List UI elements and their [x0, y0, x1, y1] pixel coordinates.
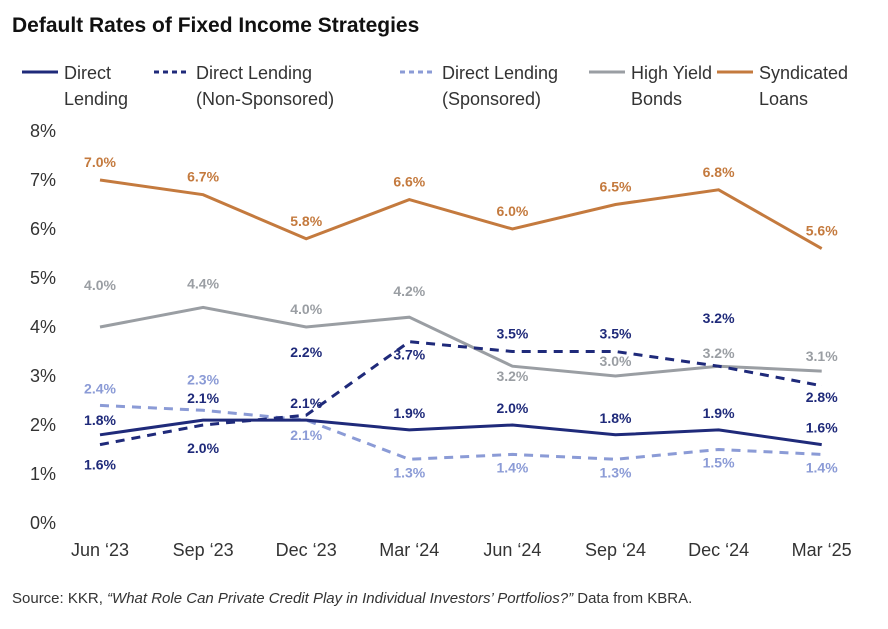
data-label: 3.2%: [496, 368, 528, 384]
x-tick-label: Jun ‘23: [71, 540, 129, 560]
data-label: 6.5%: [600, 179, 632, 195]
data-label: 4.4%: [187, 275, 219, 291]
x-tick-label: Mar ‘25: [792, 540, 852, 560]
data-label: 2.8%: [806, 389, 838, 405]
data-label: 6.7%: [187, 169, 219, 185]
data-label: 6.8%: [703, 164, 735, 180]
data-label: 1.8%: [84, 412, 116, 428]
legend-label-line2: (Non-Sponsored): [196, 89, 335, 109]
series-line: [99, 403, 822, 461]
data-label: 3.5%: [600, 326, 632, 342]
data-label: 1.8%: [600, 410, 632, 426]
legend-swatch: [589, 70, 625, 74]
y-tick-label: 2%: [30, 415, 56, 435]
data-label: 4.0%: [84, 277, 116, 293]
y-tick-label: 0%: [30, 513, 56, 533]
data-label: 7.0%: [84, 154, 116, 170]
source-suffix: Data from KBRA.: [573, 590, 693, 607]
series-line: [99, 340, 822, 447]
data-label: 5.6%: [806, 223, 838, 239]
legend: Direct Lending Direct Lending (Non-Sponsore…: [20, 60, 880, 110]
data-label: 3.0%: [600, 353, 632, 369]
data-label: 2.2%: [290, 344, 322, 360]
legend-label-line1: Direct Lending: [196, 63, 313, 83]
line-chart: 0% 1% 2% 3% 4% 5% 6% 7% 8% Jun ‘23 Sep ‘23 Dec ‘23 M…: [30, 121, 852, 560]
data-label: 3.2%: [703, 310, 735, 326]
legend-label-line2: Loans: [759, 89, 809, 109]
data-label: 2.1%: [290, 395, 322, 411]
data-label: 4.2%: [393, 283, 425, 299]
legend-label-line2: Bonds: [631, 89, 683, 109]
x-tick-label: Dec ‘23: [276, 540, 337, 560]
x-tick-label: Dec ‘24: [688, 540, 749, 560]
data-label: 3.1%: [806, 348, 838, 364]
y-tick-label: 8%: [30, 121, 56, 141]
series-line: [99, 178, 823, 250]
data-label: 2.0%: [187, 440, 219, 456]
x-tick-label: Sep ‘24: [585, 540, 646, 560]
legend-label-line1: Syndicated: [759, 63, 849, 83]
legend-swatch: [22, 70, 58, 74]
series-line: [99, 418, 822, 447]
data-label: 2.0%: [496, 400, 528, 416]
data-label: 1.3%: [600, 464, 632, 480]
data-label: 1.9%: [393, 405, 425, 421]
source-note: Source: KKR, “What Role Can Private Cred…: [12, 590, 692, 607]
data-label: 1.3%: [393, 464, 425, 480]
data-label: 1.4%: [496, 459, 528, 475]
data-label: 4.0%: [290, 301, 322, 317]
data-label: 2.4%: [84, 380, 116, 396]
legend-label-line1: Direct Lending: [442, 63, 559, 83]
data-label: 2.3%: [187, 371, 219, 387]
data-label: 5.8%: [290, 213, 322, 229]
source-title: “What Role Can Private Credit Play in In…: [107, 590, 574, 607]
source-prefix: Source: KKR,: [12, 590, 108, 607]
legend-swatch: [400, 70, 436, 74]
y-tick-label: 3%: [30, 366, 56, 386]
legend-swatch: [154, 70, 190, 74]
data-label: 1.6%: [84, 457, 116, 473]
data-label: 2.1%: [187, 390, 219, 406]
legend-label-line1: High Yield: [631, 63, 713, 83]
data-label: 6.6%: [393, 174, 425, 190]
data-label: 1.5%: [703, 455, 735, 471]
legend-label-line1: Direct: [64, 63, 112, 83]
y-tick-label: 4%: [30, 317, 56, 337]
y-tick-label: 1%: [30, 464, 56, 484]
data-label: 3.5%: [496, 326, 528, 342]
data-label: 3.2%: [703, 345, 735, 361]
legend-label-line2: (Sponsored): [442, 89, 542, 109]
data-label: 1.6%: [806, 420, 838, 436]
x-tick-label: Mar ‘24: [379, 540, 439, 560]
y-tick-label: 7%: [30, 170, 56, 190]
y-tick-label: 5%: [30, 268, 56, 288]
legend-swatch: [717, 70, 753, 74]
x-tick-label: Sep ‘23: [173, 540, 234, 560]
y-tick-label: 6%: [30, 219, 56, 239]
chart-title: Default Rates of Fixed Income Strategies: [12, 14, 420, 37]
data-label: 1.9%: [703, 405, 735, 421]
series-line: [99, 305, 822, 378]
data-label: 6.0%: [496, 203, 528, 219]
data-label: 2.1%: [290, 427, 322, 443]
data-label: 3.7%: [393, 347, 425, 363]
data-label: 1.4%: [806, 459, 838, 475]
x-tick-label: Jun ‘24: [483, 540, 541, 560]
legend-label-line2: Lending: [64, 89, 129, 109]
